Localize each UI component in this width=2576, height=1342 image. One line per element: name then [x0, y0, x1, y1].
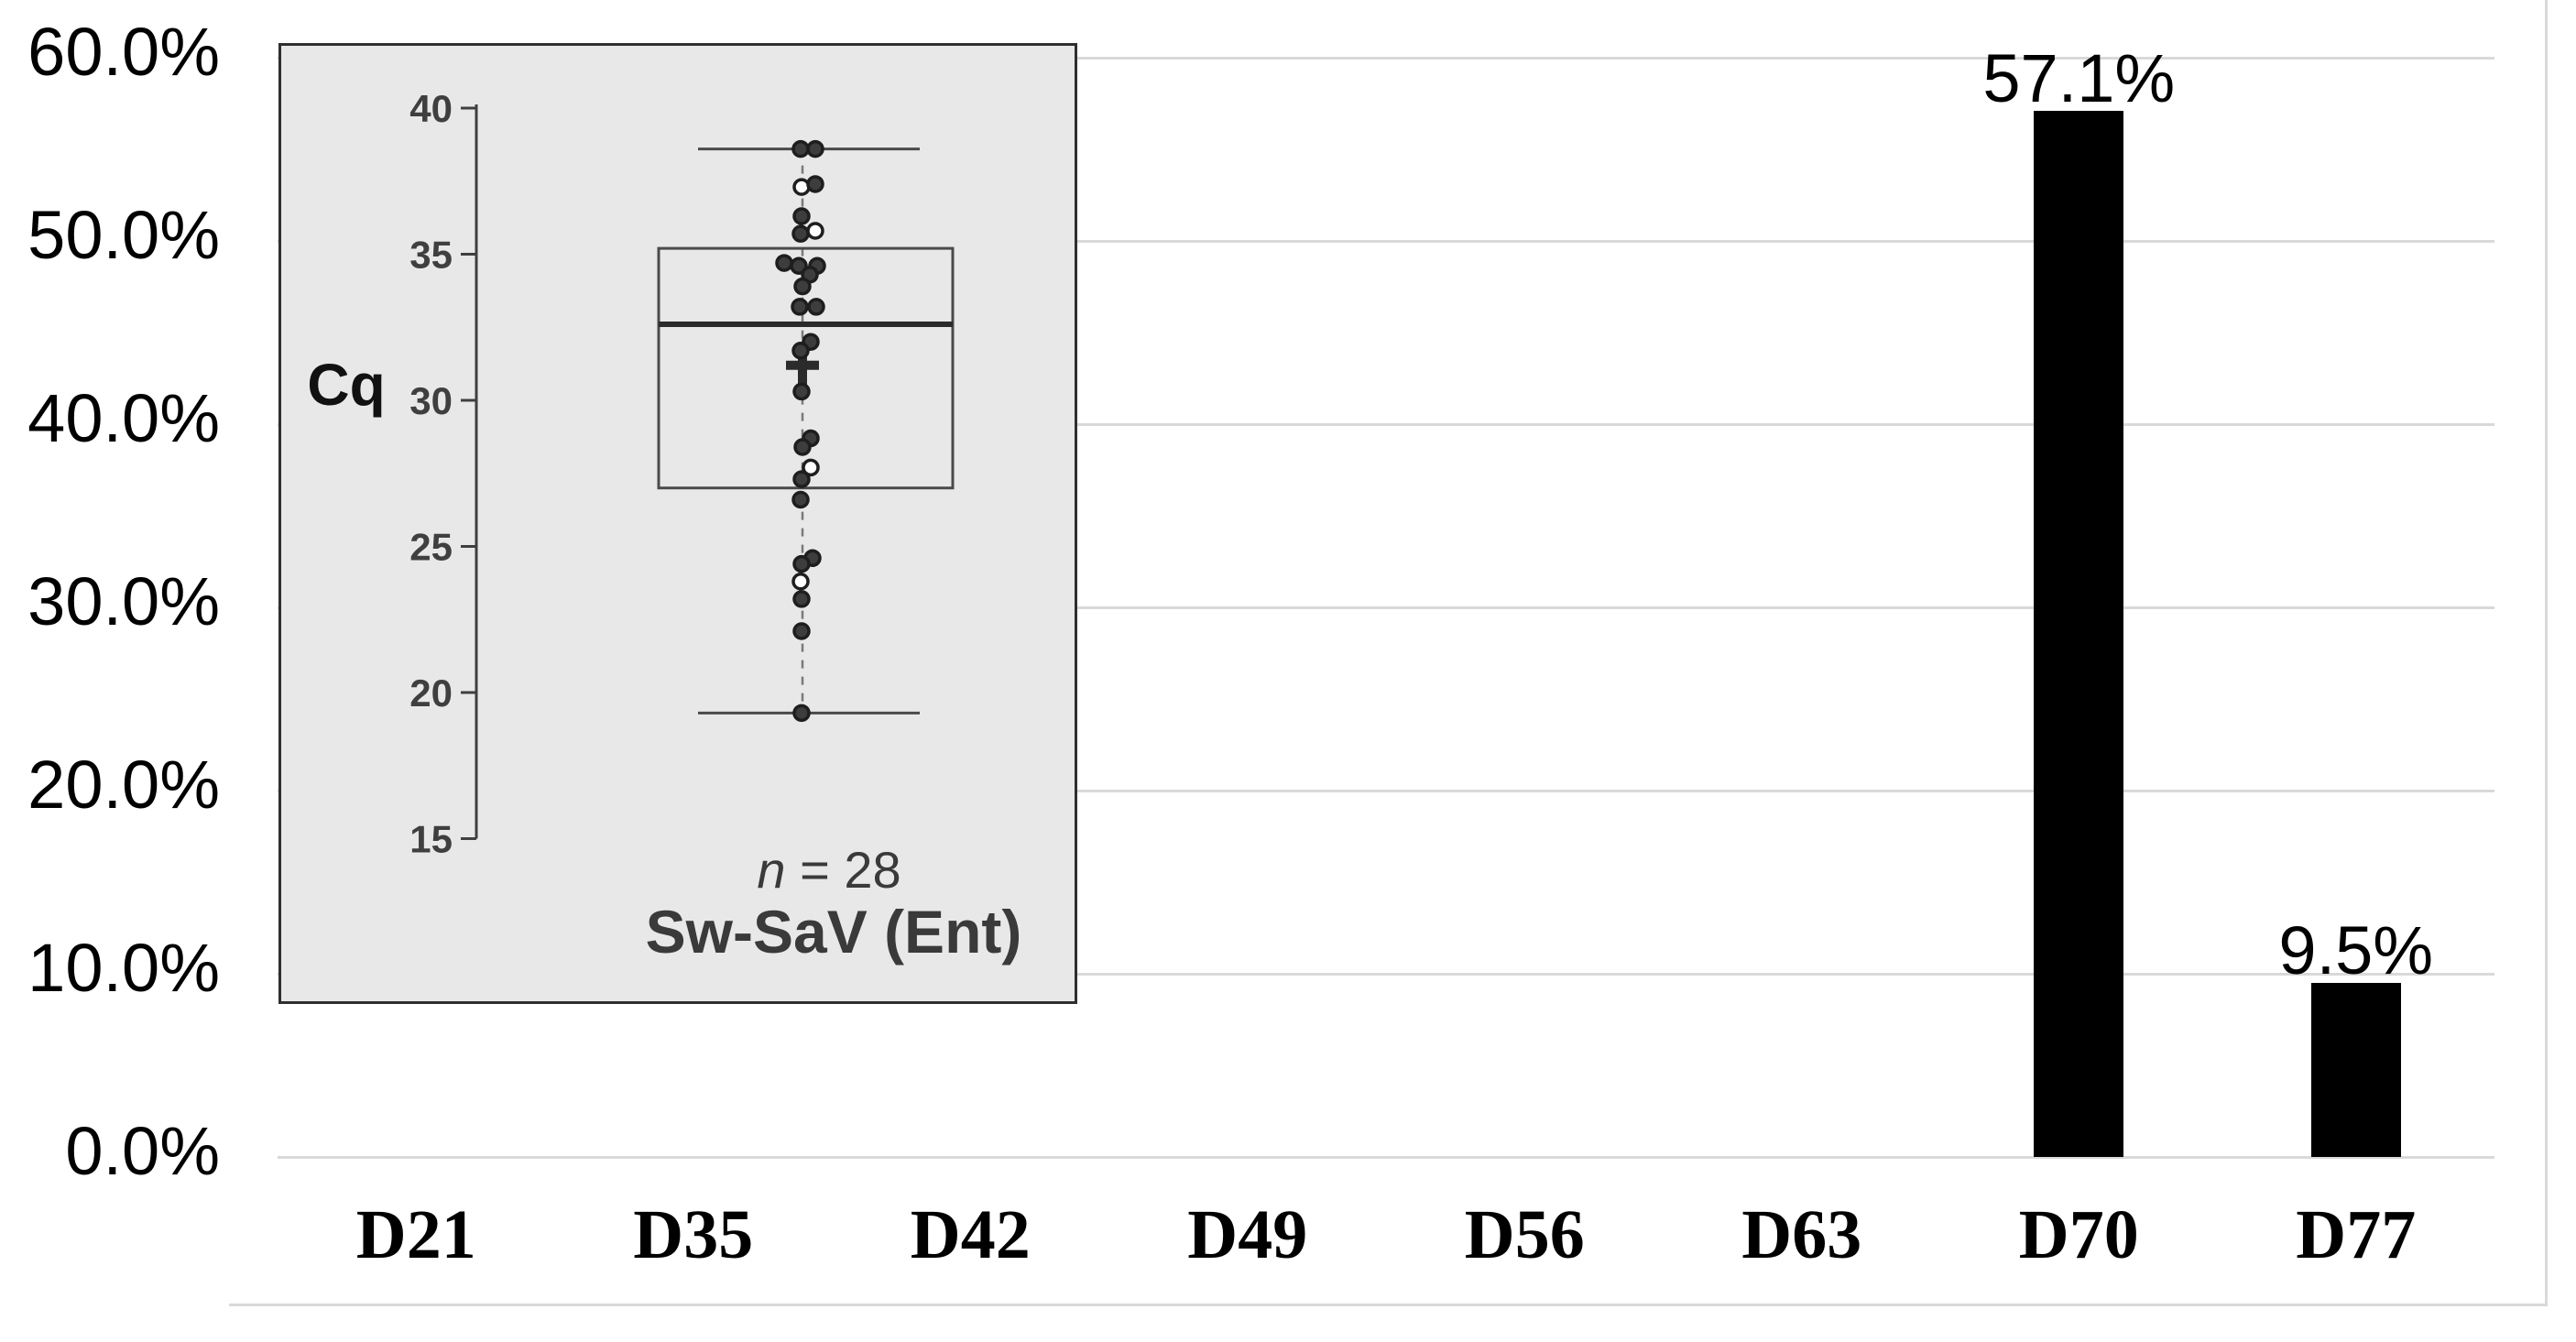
cq-boxplot-inset: 15 20 25 30 35 40 Cq n = 28 Sw-SaV (Ent) [278, 43, 1077, 1004]
data-point [791, 342, 810, 360]
data-point [807, 298, 825, 316]
x-axis-label-D56: D56 [1464, 1196, 1585, 1273]
open-data-point [806, 222, 824, 240]
y-axis-label: 50.0% [27, 197, 220, 273]
y-axis-label: 0.0% [65, 1113, 220, 1189]
bar-value-label-D70: 57.1% [1982, 40, 2176, 116]
data-point [791, 490, 810, 509]
data-point [792, 470, 811, 488]
gridline-60 [278, 57, 2494, 60]
x-axis-label-D42: D42 [910, 1196, 1031, 1273]
data-point [793, 438, 812, 456]
x-axis-label-D35: D35 [633, 1196, 754, 1273]
cq-tick-label-30: 30 [409, 379, 453, 422]
data-point [791, 298, 809, 316]
data-point [792, 382, 811, 401]
data-point [791, 224, 810, 243]
gridline-10 [278, 973, 2494, 976]
data-point [791, 139, 810, 158]
cq-tick-label-20: 20 [409, 671, 453, 715]
data-point [792, 704, 811, 723]
bar-D70 [2034, 111, 2124, 1157]
bar-value-label-D77: 9.5% [2278, 912, 2434, 988]
cq-tick-label-40: 40 [409, 87, 453, 130]
x-axis-label-D77: D77 [2296, 1196, 2417, 1273]
x-axis-label-D70: D70 [2018, 1196, 2139, 1273]
group-label: Sw-SaV (Ent) [646, 898, 1022, 966]
x-axis-label-D63: D63 [1741, 1196, 1862, 1273]
data-point [792, 207, 811, 225]
gridline-40 [278, 423, 2494, 426]
iqr-box [657, 246, 955, 490]
gridline-30 [278, 606, 2494, 609]
gridline-50 [278, 240, 2494, 243]
gridline-20 [278, 790, 2494, 792]
data-point [806, 175, 824, 193]
data-point [775, 254, 793, 272]
data-point [793, 277, 812, 296]
chart-bottom-border [229, 1304, 2548, 1306]
y-axis-label: 10.0% [27, 930, 220, 1006]
open-data-point [791, 573, 810, 591]
open-data-point [802, 458, 820, 477]
data-point [792, 590, 811, 608]
data-point [792, 554, 811, 573]
y-axis-label: 60.0% [27, 14, 220, 90]
y-axis-label: 30.0% [27, 563, 220, 639]
gridline-0 [278, 1156, 2494, 1159]
x-axis-label-D21: D21 [355, 1196, 476, 1273]
y-axis-label: 20.0% [27, 747, 220, 823]
y-axis-label: 40.0% [27, 380, 220, 456]
x-axis-label-D49: D49 [1187, 1196, 1308, 1273]
cq-tick-label-15: 15 [409, 818, 453, 861]
bar-D77 [2310, 983, 2401, 1157]
cq-tick-label-35: 35 [409, 234, 453, 277]
cq-tick-label-25: 25 [409, 526, 453, 569]
chart-right-border [2545, 0, 2548, 1306]
sample-size-label: n = 28 [757, 841, 901, 899]
data-point [792, 622, 811, 640]
data-point [806, 139, 824, 158]
cq-axis-title: Cq [307, 352, 385, 418]
